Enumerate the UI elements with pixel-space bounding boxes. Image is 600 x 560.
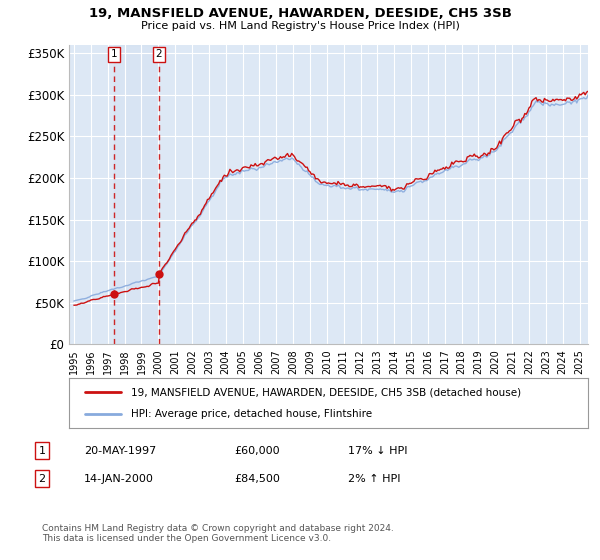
Text: Contains HM Land Registry data © Crown copyright and database right 2024.
This d: Contains HM Land Registry data © Crown c… bbox=[42, 524, 394, 543]
Text: 19, MANSFIELD AVENUE, HAWARDEN, DEESIDE, CH5 3SB (detached house): 19, MANSFIELD AVENUE, HAWARDEN, DEESIDE,… bbox=[131, 387, 521, 397]
Text: 14-JAN-2000: 14-JAN-2000 bbox=[84, 474, 154, 484]
Bar bbox=[114, 45, 159, 344]
Text: £60,000: £60,000 bbox=[234, 446, 280, 456]
Text: 17% ↓ HPI: 17% ↓ HPI bbox=[348, 446, 407, 456]
Text: 1: 1 bbox=[110, 49, 118, 59]
Text: 19, MANSFIELD AVENUE, HAWARDEN, DEESIDE, CH5 3SB: 19, MANSFIELD AVENUE, HAWARDEN, DEESIDE,… bbox=[89, 7, 511, 20]
Text: Price paid vs. HM Land Registry's House Price Index (HPI): Price paid vs. HM Land Registry's House … bbox=[140, 21, 460, 31]
Text: £84,500: £84,500 bbox=[234, 474, 280, 484]
Text: 20-MAY-1997: 20-MAY-1997 bbox=[84, 446, 156, 456]
Text: 2: 2 bbox=[155, 49, 162, 59]
Text: 2% ↑ HPI: 2% ↑ HPI bbox=[348, 474, 401, 484]
Text: HPI: Average price, detached house, Flintshire: HPI: Average price, detached house, Flin… bbox=[131, 409, 373, 419]
Text: 2: 2 bbox=[38, 474, 46, 484]
Text: 1: 1 bbox=[38, 446, 46, 456]
